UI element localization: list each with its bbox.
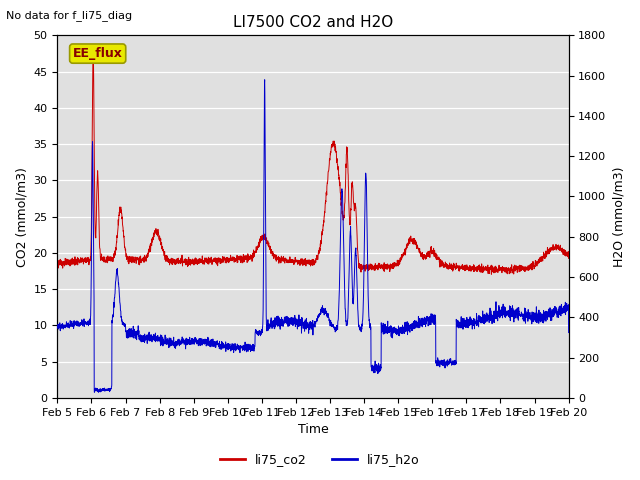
Text: No data for f_li75_diag: No data for f_li75_diag (6, 10, 132, 21)
Y-axis label: CO2 (mmol/m3): CO2 (mmol/m3) (15, 167, 28, 266)
X-axis label: Time: Time (298, 423, 328, 436)
Y-axis label: H2O (mmol/m3): H2O (mmol/m3) (612, 167, 625, 267)
Title: LI7500 CO2 and H2O: LI7500 CO2 and H2O (233, 15, 393, 30)
Legend: li75_co2, li75_h2o: li75_co2, li75_h2o (215, 448, 425, 471)
Text: EE_flux: EE_flux (73, 47, 123, 60)
